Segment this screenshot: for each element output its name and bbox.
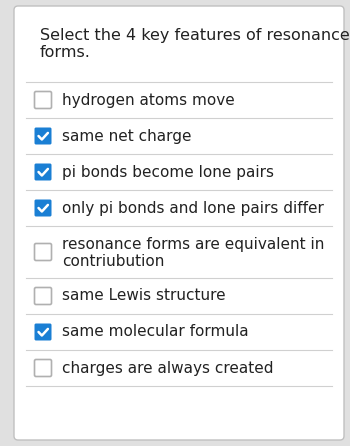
Text: charges are always created: charges are always created [62, 360, 273, 376]
FancyBboxPatch shape [35, 359, 51, 376]
FancyBboxPatch shape [35, 199, 51, 216]
FancyBboxPatch shape [35, 288, 51, 305]
Text: same molecular formula: same molecular formula [62, 325, 248, 339]
FancyBboxPatch shape [35, 128, 51, 145]
FancyBboxPatch shape [35, 244, 51, 260]
Text: same Lewis structure: same Lewis structure [62, 289, 226, 303]
Text: contriubution: contriubution [62, 253, 164, 268]
Text: forms.: forms. [40, 45, 91, 60]
Text: only pi bonds and lone pairs differ: only pi bonds and lone pairs differ [62, 201, 324, 215]
FancyBboxPatch shape [35, 164, 51, 181]
Text: same net charge: same net charge [62, 128, 191, 144]
FancyBboxPatch shape [35, 323, 51, 340]
Text: hydrogen atoms move: hydrogen atoms move [62, 92, 235, 107]
Text: pi bonds become lone pairs: pi bonds become lone pairs [62, 165, 274, 179]
FancyBboxPatch shape [35, 91, 51, 108]
Text: resonance forms are equivalent in: resonance forms are equivalent in [62, 238, 324, 252]
FancyBboxPatch shape [14, 6, 344, 440]
Text: Select the 4 key features of resonance: Select the 4 key features of resonance [40, 28, 350, 43]
